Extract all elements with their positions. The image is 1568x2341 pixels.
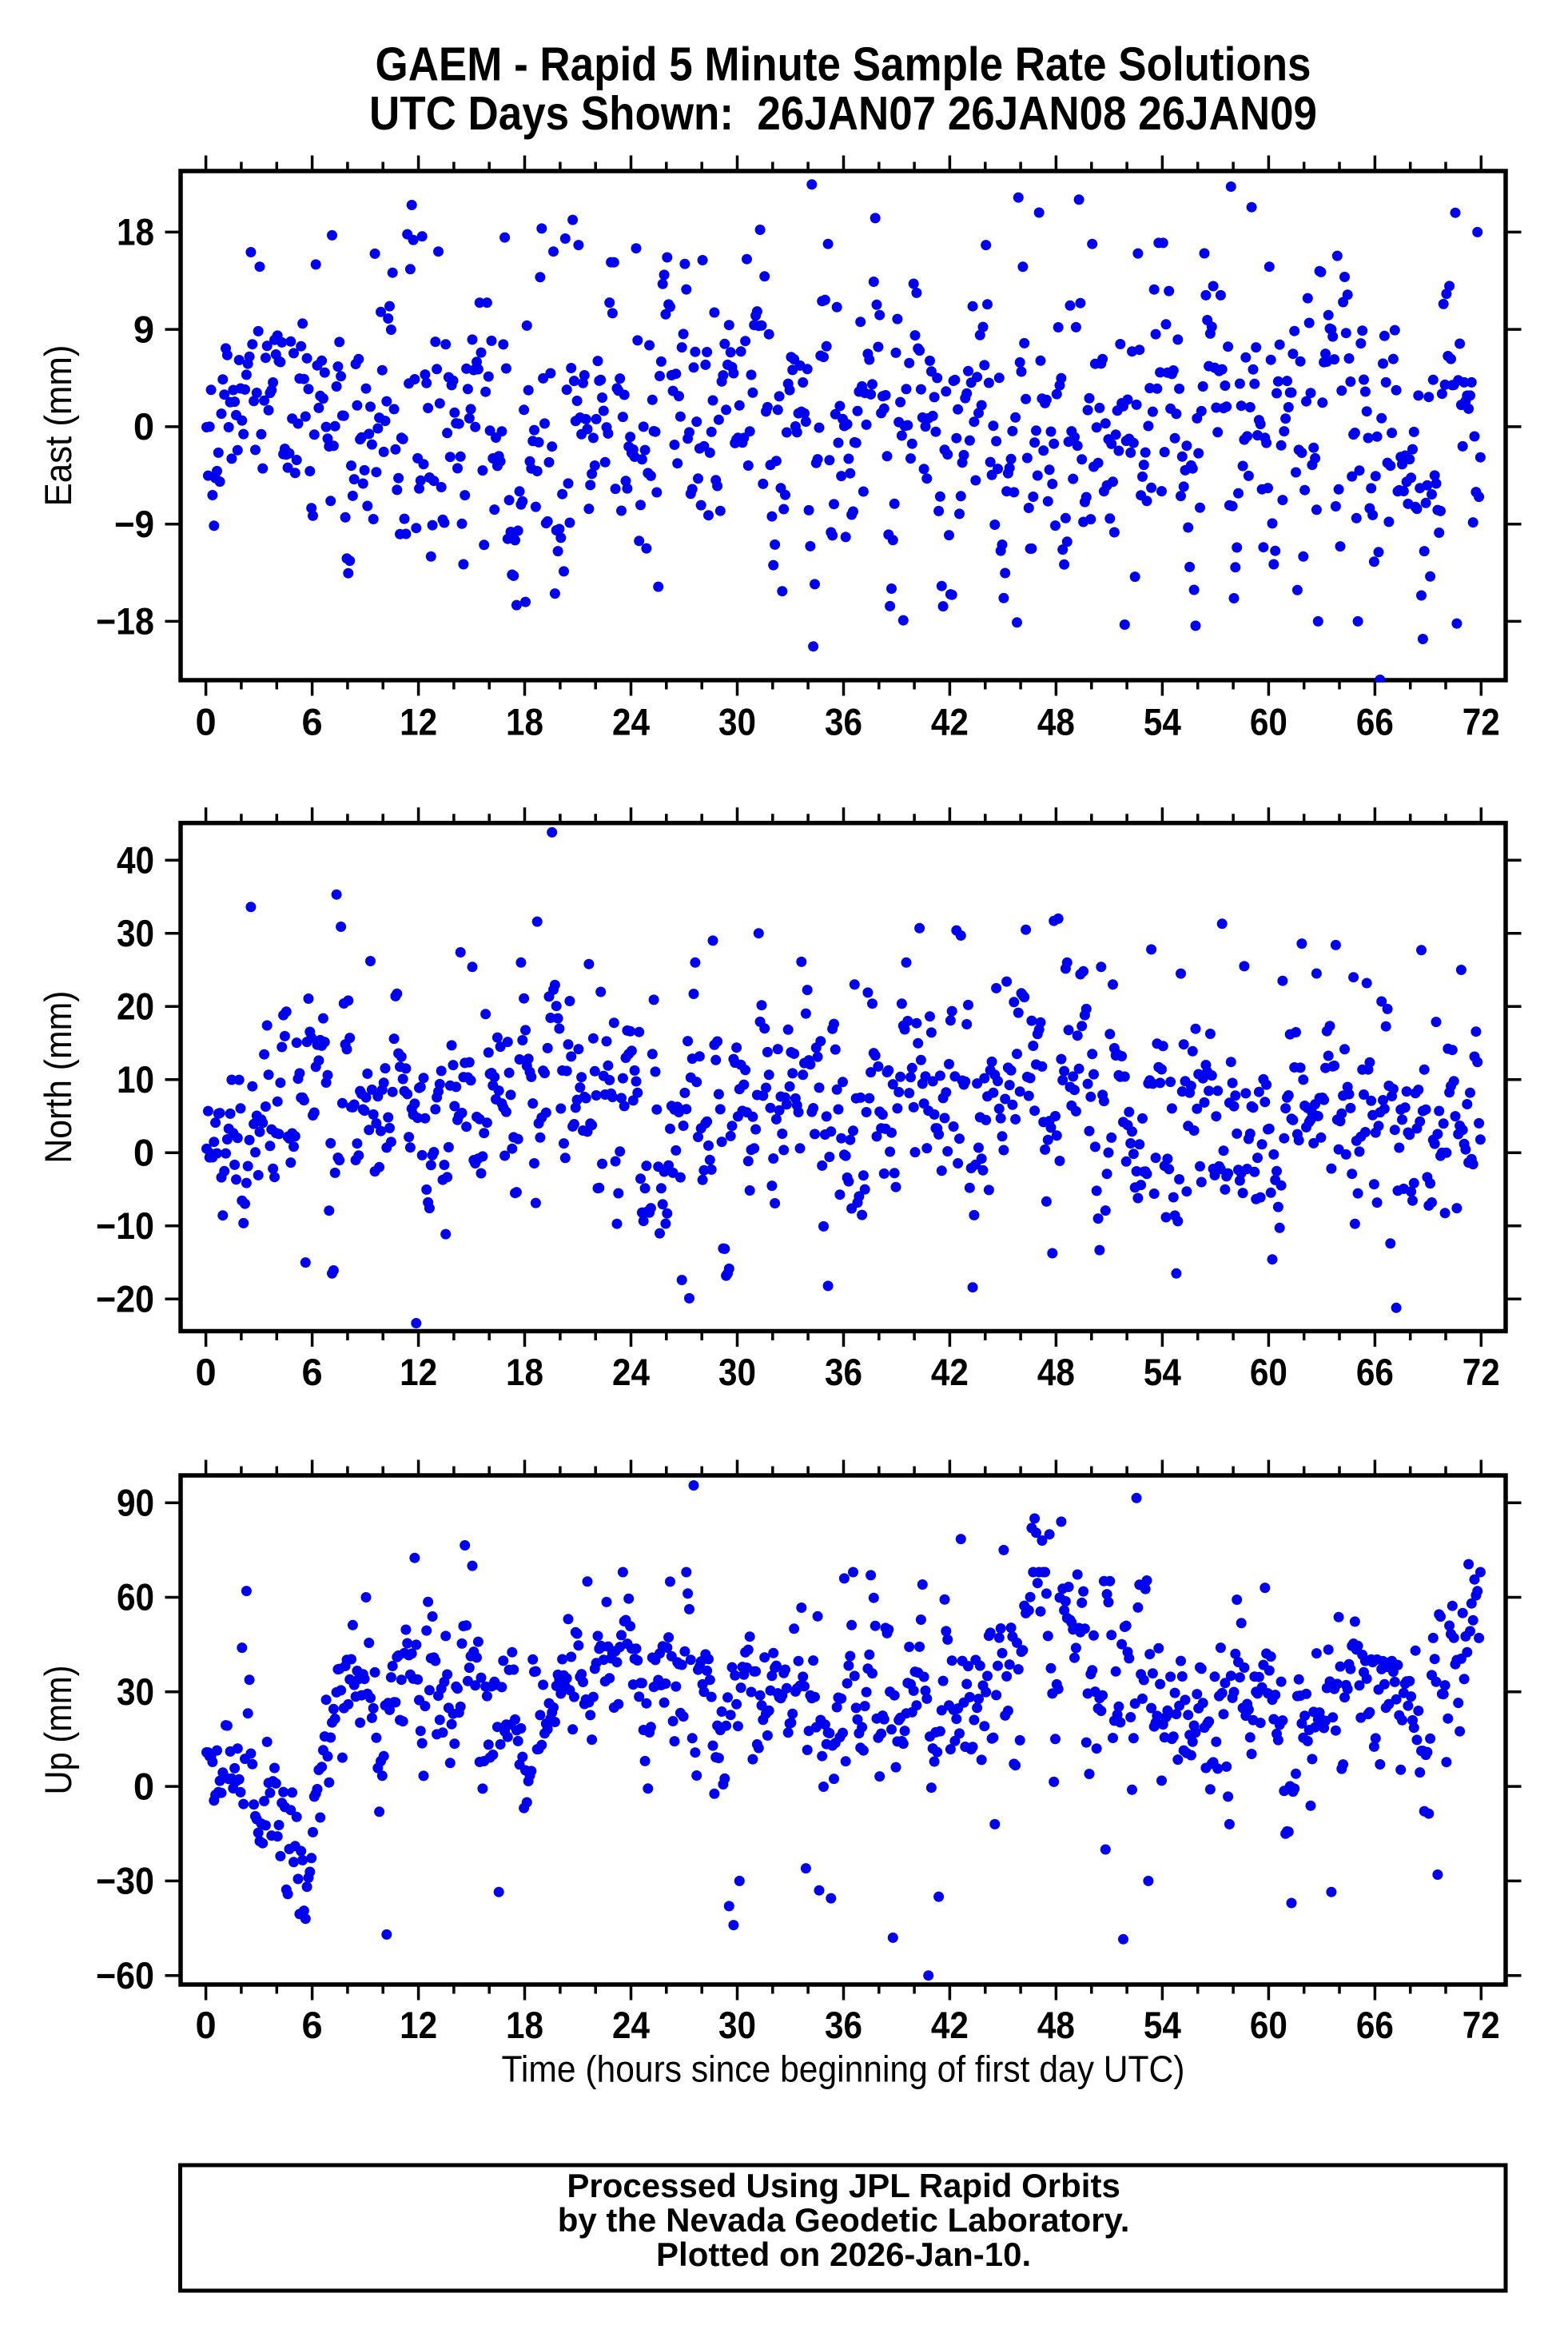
svg-text:−9: −9 [114,503,154,545]
svg-text:42: 42 [931,700,969,743]
svg-text:36: 36 [825,2004,862,2046]
svg-text:10: 10 [117,1058,154,1101]
svg-text:30: 30 [718,2004,756,2046]
svg-text:9: 9 [133,308,154,350]
svg-text:0: 0 [133,1765,154,1807]
svg-text:54: 54 [1144,700,1181,743]
svg-text:6: 6 [302,1351,323,1393]
svg-text:18: 18 [506,1351,543,1393]
svg-text:24: 24 [612,2004,650,2046]
svg-text:24: 24 [612,1351,650,1393]
svg-text:48: 48 [1037,1351,1075,1393]
svg-text:−30: −30 [96,1860,154,1902]
svg-text:30: 30 [117,912,154,954]
svg-text:UTC Days Shown: 26JAN07 26JAN: UTC Days Shown: 26JAN07 26JAN08 26JAN09 [369,87,1317,140]
svg-text:90: 90 [117,1481,154,1523]
svg-text:North (mm): North (mm) [37,991,79,1164]
svg-text:Up (mm): Up (mm) [37,1666,79,1795]
svg-text:GAEM - Rapid 5 Minute Sample R: GAEM - Rapid 5 Minute Sample Rate Soluti… [376,38,1311,91]
svg-text:by the Nevada Geodetic Laborat: by the Nevada Geodetic Laboratory. [558,2201,1130,2239]
svg-text:12: 12 [400,2004,437,2046]
svg-text:48: 48 [1037,700,1075,743]
svg-text:40: 40 [117,838,154,881]
svg-text:66: 66 [1356,700,1394,743]
svg-text:−18: −18 [96,600,154,643]
svg-text:36: 36 [825,700,862,743]
svg-text:Time (hours since beginning of: Time (hours since beginning of first day… [502,2048,1185,2090]
svg-text:20: 20 [117,985,154,1028]
svg-text:30: 30 [117,1670,154,1713]
svg-text:60: 60 [1250,2004,1287,2046]
svg-text:42: 42 [931,2004,969,2046]
svg-text:−20: −20 [96,1278,154,1320]
svg-text:66: 66 [1356,2004,1394,2046]
svg-text:18: 18 [506,2004,543,2046]
svg-text:72: 72 [1463,2004,1500,2046]
svg-text:30: 30 [718,700,756,743]
svg-text:12: 12 [400,700,437,743]
svg-text:0: 0 [133,1132,154,1174]
svg-text:12: 12 [400,1351,437,1393]
svg-text:Processed Using JPL Rapid Orbi: Processed Using JPL Rapid Orbits [567,2167,1120,2204]
svg-text:30: 30 [718,1351,756,1393]
svg-text:72: 72 [1463,700,1500,743]
svg-text:42: 42 [931,1351,969,1393]
svg-text:60: 60 [1250,1351,1287,1393]
svg-text:0: 0 [196,2004,217,2046]
svg-text:60: 60 [117,1576,154,1618]
svg-text:48: 48 [1037,2004,1075,2046]
svg-text:0: 0 [196,700,217,743]
svg-text:72: 72 [1463,1351,1500,1393]
svg-text:6: 6 [302,700,323,743]
svg-text:66: 66 [1356,1351,1394,1393]
svg-text:−10: −10 [96,1204,154,1247]
svg-text:0: 0 [196,1351,217,1393]
svg-text:0: 0 [133,405,154,448]
svg-text:East (mm): East (mm) [37,345,79,507]
svg-text:18: 18 [117,211,154,253]
svg-text:24: 24 [612,700,650,743]
svg-text:54: 54 [1144,2004,1181,2046]
svg-text:18: 18 [506,700,543,743]
svg-text:36: 36 [825,1351,862,1393]
svg-text:54: 54 [1144,1351,1181,1393]
svg-text:Plotted on 2026-Jan-10.: Plotted on 2026-Jan-10. [656,2235,1031,2273]
svg-text:60: 60 [1250,700,1287,743]
svg-text:−60: −60 [96,1954,154,1997]
svg-text:6: 6 [302,2004,323,2046]
